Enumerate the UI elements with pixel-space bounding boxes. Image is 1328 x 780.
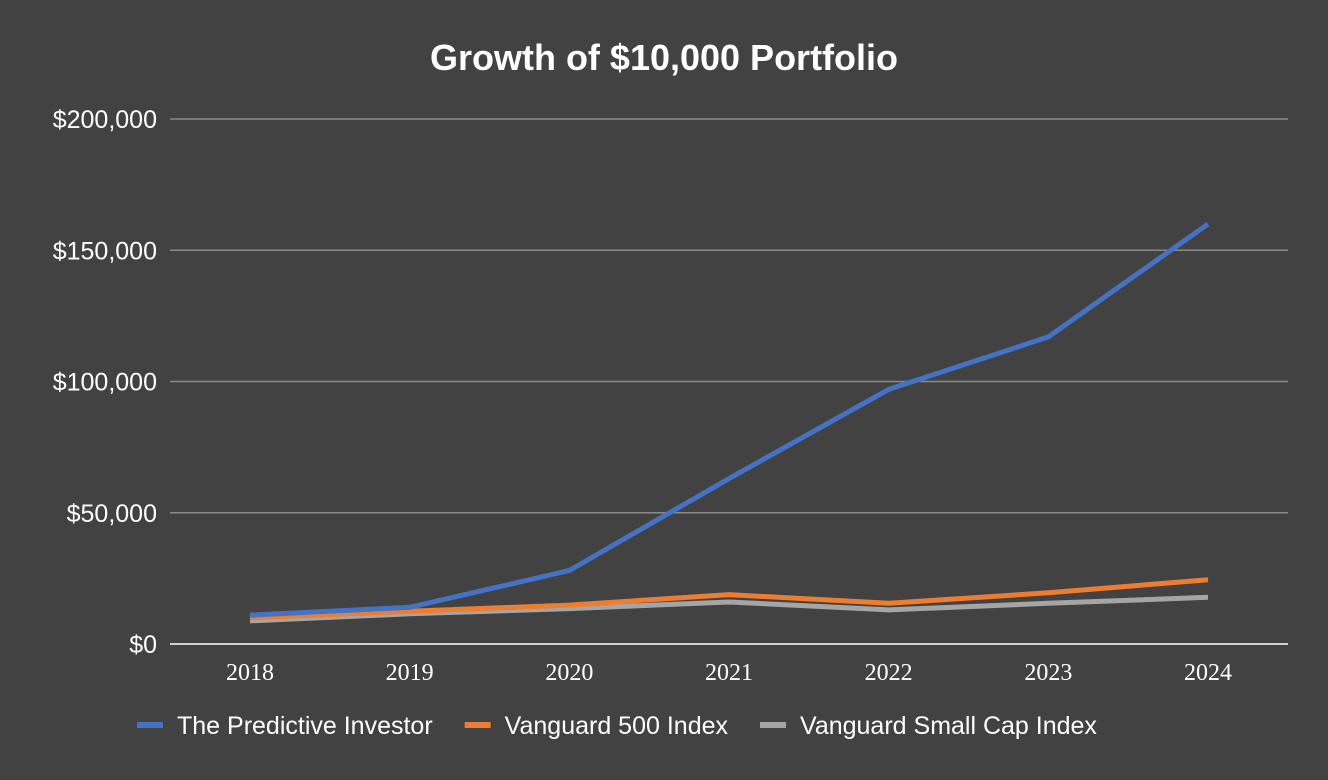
x-tick-label: 2020: [545, 660, 593, 686]
legend-item-1: The Predictive Investor: [137, 712, 433, 740]
series-line-3: [249, 594, 1209, 624]
y-tick-label: $200,000: [53, 106, 157, 134]
x-tick-label: 2023: [1024, 660, 1072, 686]
x-tick-label: 2022: [865, 660, 913, 686]
y-tick-label: $100,000: [53, 369, 157, 397]
legend-label: Vanguard 500 Index: [505, 712, 729, 740]
y-tick-label: $50,000: [67, 500, 157, 528]
legend-item-2: Vanguard 500 Index: [464, 712, 729, 740]
legend: The Predictive Investor Vanguard 500 Inde…: [137, 712, 1097, 740]
legend-swatch: [760, 722, 786, 728]
y-tick-label: $0: [129, 631, 157, 659]
x-axis: 2018 2019 2020 2021 2022 2023 2024: [170, 643, 1288, 686]
series-lines: [249, 221, 1210, 624]
legend-label: The Predictive Investor: [177, 712, 433, 740]
x-tick-label: 2018: [226, 660, 274, 686]
x-tick-label: 2021: [705, 660, 753, 686]
series-line-2: [249, 577, 1209, 621]
x-tick-label: 2024: [1184, 660, 1232, 686]
legend-swatch: [137, 722, 163, 728]
gridlines: [170, 118, 1288, 514]
x-tick-label: 2019: [386, 660, 434, 686]
legend-label: Vanguard Small Cap Index: [800, 712, 1097, 740]
legend-swatch: [464, 722, 491, 728]
y-tick-label: $150,000: [53, 237, 157, 265]
series-line-1: [249, 221, 1210, 618]
chart-title: Growth of $10,000 Portfolio: [430, 37, 898, 78]
y-axis: $0 $50,000 $100,000 $150,000 $200,000: [53, 106, 157, 659]
legend-item-3: Vanguard Small Cap Index: [760, 712, 1097, 740]
